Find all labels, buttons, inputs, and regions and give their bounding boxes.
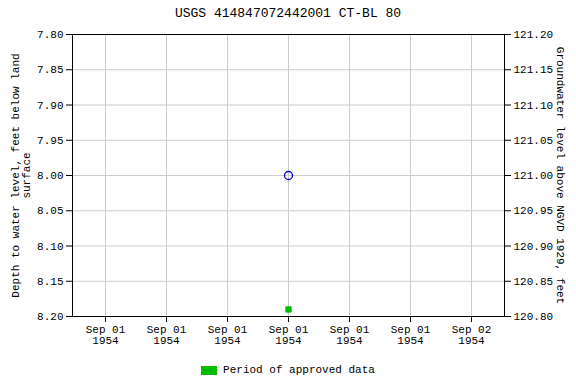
- svg-text:Sep 011954: Sep 011954: [208, 324, 248, 347]
- svg-text:120.90: 120.90: [514, 241, 554, 253]
- svg-text:Groundwater level above NGVD 1: Groundwater level above NGVD 1929, feet: [554, 47, 566, 304]
- svg-text:Depth to water level, feet bel: Depth to water level, feet below landsur…: [10, 53, 33, 297]
- svg-text:121.05: 121.05: [514, 135, 554, 147]
- svg-text:120.85: 120.85: [514, 276, 554, 288]
- svg-text:121.15: 121.15: [514, 64, 554, 76]
- svg-text:8.00: 8.00: [37, 170, 63, 182]
- svg-text:121.20: 121.20: [514, 29, 554, 41]
- svg-text:120.95: 120.95: [514, 205, 554, 217]
- svg-text:120.80: 120.80: [514, 311, 554, 323]
- svg-text:Sep 021954: Sep 021954: [452, 324, 492, 347]
- svg-text:8.15: 8.15: [37, 276, 63, 288]
- svg-text:Sep 011954: Sep 011954: [391, 324, 431, 347]
- svg-text:Sep 011954: Sep 011954: [330, 324, 370, 347]
- svg-text:Sep 011954: Sep 011954: [86, 324, 126, 347]
- html-text:USGS 414847072442001 CT-BL 80: USGS 414847072442001 CT-BL 80: [174, 6, 402, 21]
- svg-text:7.85: 7.85: [37, 64, 63, 76]
- html-text:Period of approved data: Period of approved data: [223, 364, 375, 376]
- svg-text:121.10: 121.10: [514, 100, 554, 112]
- svg-text:8.05: 8.05: [37, 205, 63, 217]
- svg-text:7.95: 7.95: [37, 135, 63, 147]
- svg-text:8.10: 8.10: [37, 241, 63, 253]
- svg-text:7.80: 7.80: [37, 29, 63, 41]
- svg-text:121.00: 121.00: [514, 170, 554, 182]
- svg-text:8.20: 8.20: [37, 311, 63, 323]
- svg-text:7.90: 7.90: [37, 100, 63, 112]
- svg-text:Sep 011954: Sep 011954: [269, 324, 309, 347]
- svg-text:Sep 011954: Sep 011954: [147, 324, 187, 347]
